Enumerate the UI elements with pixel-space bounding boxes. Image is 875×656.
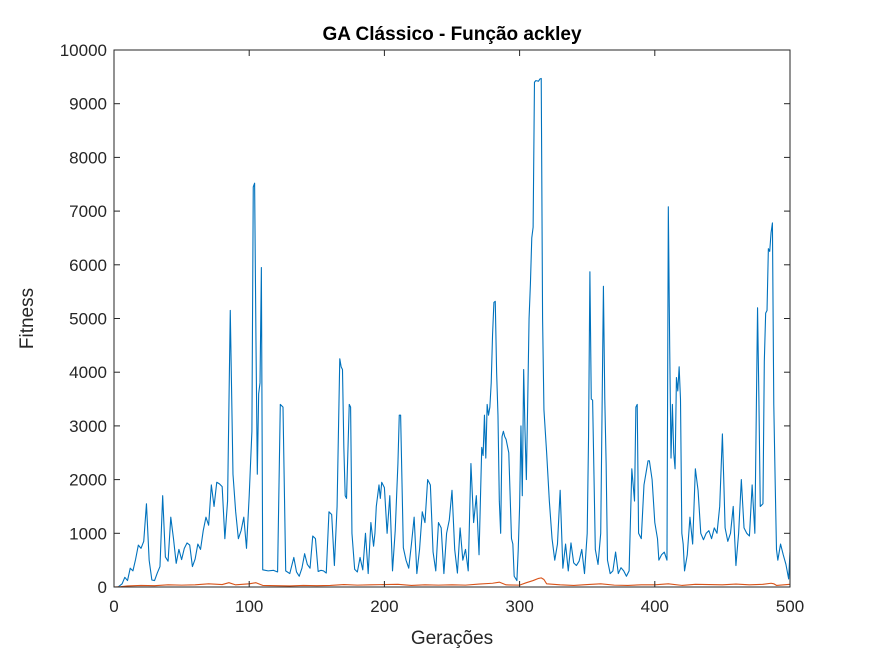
- y-tick-label: 10000: [60, 41, 107, 60]
- y-tick-label: 4000: [69, 363, 107, 382]
- y-tick-label: 2000: [69, 471, 107, 490]
- x-tick-label: 300: [505, 597, 533, 616]
- series-layer: [113, 77, 791, 588]
- y-tick-label: 9000: [69, 95, 107, 114]
- series-line-1: [114, 77, 791, 588]
- plot-area: [114, 50, 790, 587]
- x-tick-label: 0: [109, 597, 118, 616]
- y-tick-label: 3000: [69, 417, 107, 436]
- x-tick-label: 400: [641, 597, 669, 616]
- y-tick-label: 5000: [69, 310, 107, 329]
- x-tick-label: 500: [776, 597, 804, 616]
- y-tick-label: 6000: [69, 256, 107, 275]
- ticks-layer: 0 100 200 300 400 500010002000300040005000600…: [60, 41, 804, 616]
- x-axis-label: Gerações: [411, 628, 493, 649]
- y-tick-label: 0: [98, 578, 107, 597]
- chart-title: GA Clássico - Função ackley: [322, 24, 581, 45]
- series-line-2: [113, 577, 791, 588]
- y-axis-label: Fitness: [17, 288, 38, 349]
- x-tick-label: 200: [370, 597, 398, 616]
- y-tick-label: 8000: [69, 148, 107, 167]
- y-tick-label: 7000: [69, 202, 107, 221]
- y-tick-label: 1000: [69, 524, 107, 543]
- x-tick-label: 100: [235, 597, 263, 616]
